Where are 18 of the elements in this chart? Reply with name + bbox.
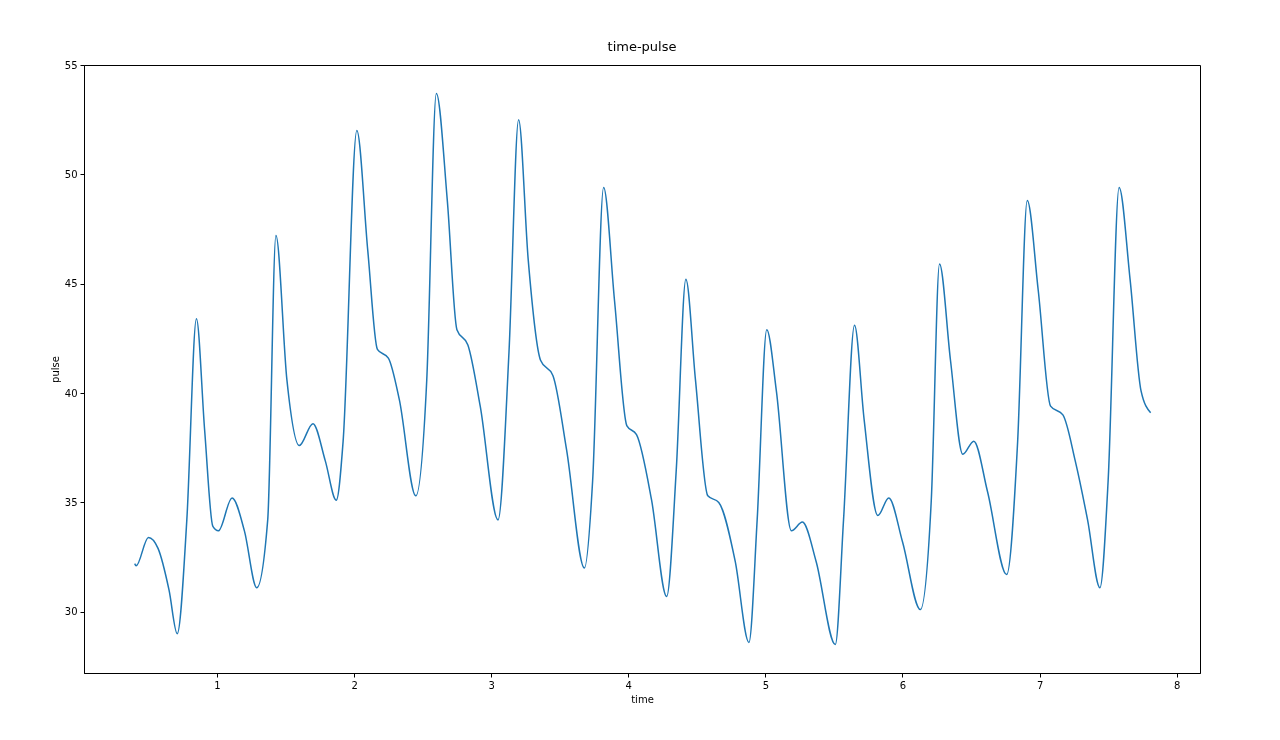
x-axis-title: time: [631, 693, 654, 705]
y-tick-label: 40: [64, 387, 78, 399]
x-tick-label: 6: [899, 679, 907, 691]
y-tick-label: 55: [64, 59, 78, 71]
x-tick-label: 1: [214, 679, 221, 691]
x-tick-label: 8: [1174, 679, 1181, 691]
y-tick-label: 30: [64, 606, 78, 618]
x-tick-label: 7: [1036, 679, 1044, 691]
chart-title: time-pulse: [607, 39, 677, 54]
x-tick-label: 2: [351, 679, 358, 691]
y-tick-label: 35: [64, 496, 78, 508]
y-tick-label: 50: [64, 168, 78, 180]
x-tick-label: 4: [625, 679, 632, 691]
y-tick-label: 45: [64, 278, 78, 290]
y-axis-title: pulse: [49, 356, 61, 383]
x-tick-label: 5: [762, 679, 770, 691]
x-tick-label: 3: [488, 679, 495, 691]
line-series: [133, 92, 1152, 646]
